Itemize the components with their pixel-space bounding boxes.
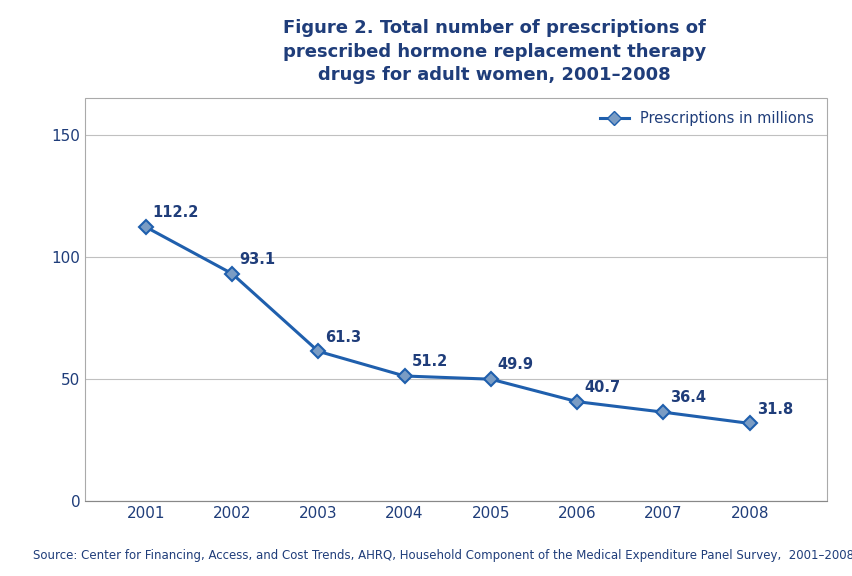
Text: 36.4: 36.4 xyxy=(670,391,705,406)
Bar xyxy=(85,98,826,501)
Text: Figure 2. Total number of prescriptions of
prescribed hormone replacement therap: Figure 2. Total number of prescriptions … xyxy=(283,19,705,85)
Legend: Prescriptions in millions: Prescriptions in millions xyxy=(593,105,819,132)
Text: 31.8: 31.8 xyxy=(756,401,792,416)
Text: 40.7: 40.7 xyxy=(584,380,619,395)
Text: Source: Center for Financing, Access, and Cost Trends, AHRQ, Household Component: Source: Center for Financing, Access, an… xyxy=(33,550,852,562)
Text: 49.9: 49.9 xyxy=(498,358,533,373)
Text: 93.1: 93.1 xyxy=(239,252,274,267)
Text: 112.2: 112.2 xyxy=(153,205,199,220)
Text: 51.2: 51.2 xyxy=(411,354,447,369)
Text: 61.3: 61.3 xyxy=(325,329,361,344)
